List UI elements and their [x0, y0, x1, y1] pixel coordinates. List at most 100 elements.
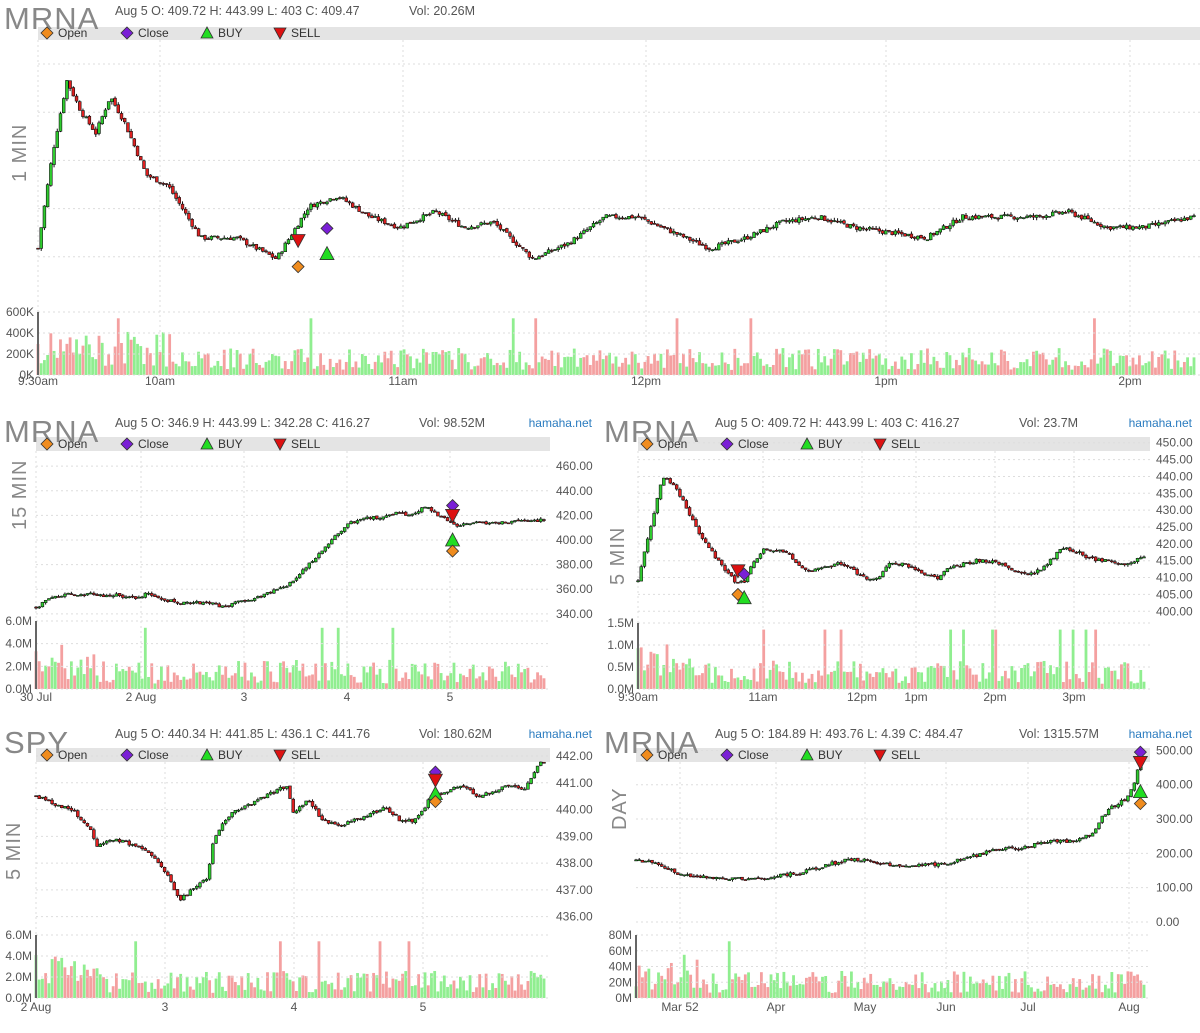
y-tick-label: 405.00: [1156, 587, 1193, 601]
volume-bar: [698, 987, 702, 998]
candle-body: [513, 520, 517, 522]
volume-bar: [710, 682, 714, 689]
volume-bar: [1078, 979, 1082, 998]
volume-bar: [520, 984, 523, 998]
volume-bar: [176, 675, 179, 689]
candle-body: [482, 222, 487, 225]
volume-bar: [450, 359, 454, 375]
candle-body: [674, 484, 679, 490]
y-tick-label: 415.00: [1156, 554, 1193, 568]
candle-body: [633, 216, 637, 219]
candle-body: [133, 596, 138, 599]
volume-bar: [282, 971, 285, 998]
volume-bar: [1023, 971, 1027, 998]
volume-bar: [269, 671, 273, 689]
x-tick-label: 4: [344, 690, 351, 704]
volume-bar: [1025, 359, 1029, 375]
candle-body: [1134, 226, 1138, 229]
volume-bar: [820, 362, 823, 375]
volume-bar: [720, 352, 724, 375]
volume-bar: [868, 349, 872, 375]
candle-body: [791, 553, 795, 560]
candle-body: [1071, 840, 1075, 842]
candle-body: [672, 868, 677, 873]
brand-link[interactable]: hamaha.net: [528, 416, 592, 430]
volume-bar: [494, 988, 498, 998]
volume-bar: [349, 675, 353, 689]
brand-link[interactable]: hamaha.net: [1128, 416, 1192, 430]
volume-bar: [436, 663, 440, 689]
brand-link[interactable]: hamaha.net: [1128, 727, 1192, 741]
candle-body: [740, 876, 744, 880]
candle-body: [87, 115, 92, 125]
candle-body: [461, 523, 466, 526]
candle-body: [85, 593, 90, 596]
volume-bar: [205, 971, 208, 998]
candle-body: [288, 582, 292, 587]
candle-body: [817, 868, 821, 870]
sell-legend-icon: [873, 438, 887, 451]
candle-body: [640, 859, 645, 863]
volume-bar: [327, 680, 330, 689]
volume-bar: [540, 356, 544, 375]
candle-body: [465, 523, 469, 525]
candle-body: [755, 233, 759, 235]
volume-bar: [778, 353, 782, 375]
volume-bar: [1020, 668, 1023, 689]
volume-bar: [959, 992, 963, 998]
candle-body: [1068, 547, 1072, 551]
candle-body: [781, 219, 785, 222]
candle-body: [367, 212, 371, 217]
legend-label: BUY: [218, 26, 243, 41]
volume-bar: [797, 350, 801, 375]
candle-body: [1019, 571, 1024, 574]
candle-body: [383, 218, 387, 225]
candle-body: [207, 601, 212, 604]
volume-tick-label: 2.0M: [5, 970, 32, 984]
candle-body: [743, 879, 748, 881]
volume-bar: [1126, 971, 1130, 998]
candle-body: [727, 879, 731, 881]
candle-body: [387, 514, 392, 517]
candle-body: [222, 237, 226, 240]
volume-bar: [784, 367, 788, 375]
volume-tick-label: 1.0M: [607, 638, 634, 652]
volume-bar: [910, 667, 914, 689]
volume-bar: [598, 350, 602, 375]
volume-bar: [455, 988, 459, 998]
candle-body: [949, 862, 953, 865]
x-tick-label: 3: [241, 690, 248, 704]
candle-body: [1163, 221, 1167, 225]
candle-body: [207, 863, 212, 880]
volume-bar: [158, 352, 162, 375]
volume-bar: [352, 991, 356, 998]
candle-body: [101, 842, 106, 845]
candle-body: [768, 549, 772, 552]
volume-bar: [665, 644, 669, 689]
volume-bar: [314, 989, 318, 998]
volume-bar: [205, 671, 208, 689]
candle-body: [849, 566, 853, 569]
candle-body: [945, 226, 949, 229]
volume-bar: [705, 984, 709, 998]
y-tick-label: 400.00: [1156, 778, 1193, 792]
candle-body: [1067, 209, 1071, 213]
volume-bar: [217, 972, 221, 998]
candle-body: [1055, 839, 1059, 843]
candle-body: [320, 550, 324, 554]
volume-bar: [1113, 992, 1117, 998]
volume-bar: [397, 681, 401, 689]
brand-link[interactable]: hamaha.net: [528, 727, 592, 741]
volume-bar: [526, 981, 530, 998]
volume-bar: [810, 366, 814, 375]
volume-bar: [1044, 359, 1048, 375]
candle-body: [82, 820, 86, 824]
volume-bar: [195, 976, 199, 998]
volume-bar: [465, 990, 469, 998]
volume-bar: [515, 362, 518, 375]
volume-bar: [307, 675, 311, 689]
candle-body: [397, 512, 402, 514]
candle-body: [742, 236, 747, 240]
volume-bar: [110, 364, 114, 375]
volume-bar: [1116, 679, 1120, 689]
